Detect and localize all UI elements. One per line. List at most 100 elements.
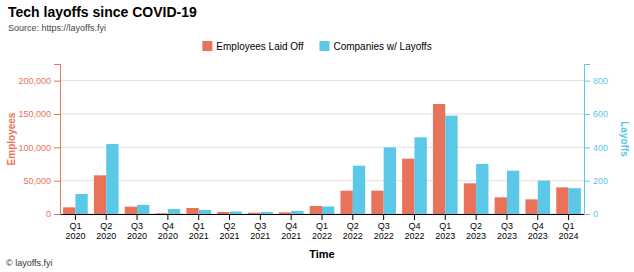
tick-label: 800: [593, 76, 608, 86]
tick-label: Q42022: [404, 221, 424, 241]
tick-mark: [322, 214, 323, 220]
tick-label: 0: [46, 209, 51, 219]
bar: [186, 208, 198, 214]
tick: 200,000: [18, 76, 60, 86]
tick-label: Q22020: [96, 221, 116, 241]
bar: [75, 194, 87, 214]
bar: [63, 207, 75, 214]
bar: [199, 210, 211, 214]
tick-label-line: 2023: [497, 231, 517, 241]
tick-label: 600: [593, 109, 608, 119]
bar: [94, 175, 106, 214]
grid-line: [60, 180, 584, 181]
tick: Q42023: [528, 214, 548, 241]
bar: [279, 212, 291, 214]
legend: Employees Laid Off Companies w/ Layoffs: [202, 41, 431, 52]
bar: [464, 183, 476, 214]
y2-axis: 0200400600800: [584, 65, 608, 220]
bar: [291, 211, 303, 214]
tick-label: 50,000: [23, 176, 51, 186]
tick: 50,000: [23, 176, 60, 186]
annotation-background: [4, 257, 54, 269]
grid-line: [60, 80, 584, 81]
tick: Q32020: [127, 214, 147, 241]
tick-label: Q12024: [559, 221, 579, 241]
tick-label: 0: [593, 209, 598, 219]
tick-mark: [476, 214, 477, 220]
legend-label: Employees Laid Off: [216, 41, 303, 52]
tick-mark: [54, 214, 60, 215]
tick-label-line: Q1: [193, 221, 205, 231]
tick-label-line: Q3: [378, 221, 390, 231]
tick-label-line: Q2: [347, 221, 359, 231]
tick: Q42021: [281, 214, 301, 241]
bar: [384, 147, 396, 214]
tick-label-line: 2020: [127, 231, 147, 241]
axis-line: [585, 65, 591, 215]
tick: 600: [584, 109, 608, 119]
tick-label-line: Q4: [532, 221, 544, 231]
tick-label: Q12023: [435, 221, 455, 241]
bar: [525, 199, 537, 214]
tick-label: Q42020: [158, 221, 178, 241]
tick-label-line: 2022: [343, 231, 363, 241]
tick: Q12024: [559, 214, 579, 241]
bar: [476, 164, 488, 214]
legend-label: Companies w/ Layoffs: [333, 41, 431, 52]
tick-label-line: 2023: [435, 231, 455, 241]
tick-label-line: Q3: [131, 221, 143, 231]
bar: [125, 207, 137, 214]
tick: Q12022: [312, 214, 332, 241]
tick-mark: [54, 81, 60, 82]
tick: 0: [584, 209, 598, 219]
tick-mark: [584, 181, 590, 182]
bar: [445, 116, 457, 214]
tick: Q32021: [250, 214, 270, 241]
tick-label: Q32021: [250, 221, 270, 241]
tick-mark: [584, 214, 590, 215]
tick-label-line: Q1: [69, 221, 81, 231]
tick: Q42022: [404, 214, 424, 241]
bar: [106, 144, 118, 214]
tick-label-line: 2020: [65, 231, 85, 241]
tick-label: 150,000: [18, 109, 51, 119]
grid-line: [60, 147, 584, 148]
tick-mark: [445, 214, 446, 220]
tick-mark: [260, 214, 261, 220]
bar: [556, 187, 568, 214]
bar: [495, 197, 507, 214]
title: Tech layoffs since COVID-19: [8, 4, 197, 20]
tick-mark: [506, 214, 507, 220]
bar: [538, 181, 550, 214]
bar: [353, 166, 365, 214]
tick-label: 400: [593, 143, 608, 153]
tick-label-line: Q2: [224, 221, 236, 231]
tick-label-line: Q4: [162, 221, 174, 231]
bar: [310, 206, 322, 214]
tick: Q22023: [466, 214, 486, 241]
tick: Q12020: [65, 214, 85, 241]
tick-label-line: Q3: [501, 221, 513, 231]
legend-swatch: [319, 41, 329, 51]
bar: [156, 213, 168, 214]
grid: [60, 81, 584, 214]
tick-mark: [584, 114, 590, 115]
tick: Q12023: [435, 214, 455, 241]
tick-label-line: 2020: [158, 231, 178, 241]
tick-mark: [167, 214, 168, 220]
tick-mark: [198, 214, 199, 220]
tick: 100,000: [18, 143, 60, 153]
tick: 400: [584, 143, 608, 153]
tick-label-line: Q4: [285, 221, 297, 231]
bar: [322, 207, 334, 215]
legend-item: Employees Laid Off: [202, 41, 303, 52]
tick: Q22021: [220, 214, 240, 241]
bar: [340, 191, 352, 214]
bar: [569, 188, 581, 214]
tick-label-line: 2022: [312, 231, 332, 241]
grid-line: [60, 114, 584, 115]
tick-label-line: 2022: [404, 231, 424, 241]
tick-label-line: Q1: [439, 221, 451, 231]
tick-label: Q22023: [466, 221, 486, 241]
bar-series: [75, 116, 581, 214]
